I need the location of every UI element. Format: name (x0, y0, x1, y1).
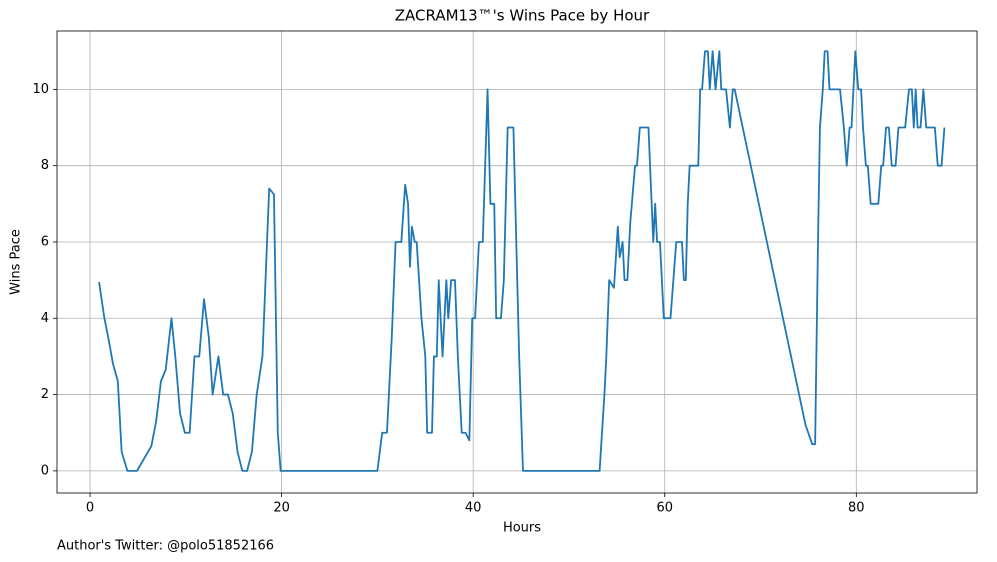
y-tick-label: 8 (41, 158, 49, 173)
data-line (98, 50, 946, 472)
y-tick-label: 2 (41, 387, 49, 402)
axes-frame (56, 30, 978, 494)
y-tick-label: 6 (41, 234, 49, 249)
annotation: Author's Twitter: @polo51852166 (57, 539, 274, 554)
y-tick-label: 10 (32, 82, 49, 97)
x-axis-label: Hours (503, 521, 541, 536)
x-tick-label: 80 (848, 501, 865, 516)
y-tick-label: 4 (41, 311, 49, 326)
y-axis-label: Wins Pace (9, 229, 24, 295)
y-tick-label: 0 (41, 463, 49, 478)
chart-title: ZACRAM13™'s Wins Pace by Hour (395, 7, 650, 25)
x-tick-label: 40 (465, 501, 482, 516)
x-tick-label: 0 (86, 501, 94, 516)
x-tick-label: 20 (273, 501, 290, 516)
x-tick-label: 60 (656, 501, 673, 516)
